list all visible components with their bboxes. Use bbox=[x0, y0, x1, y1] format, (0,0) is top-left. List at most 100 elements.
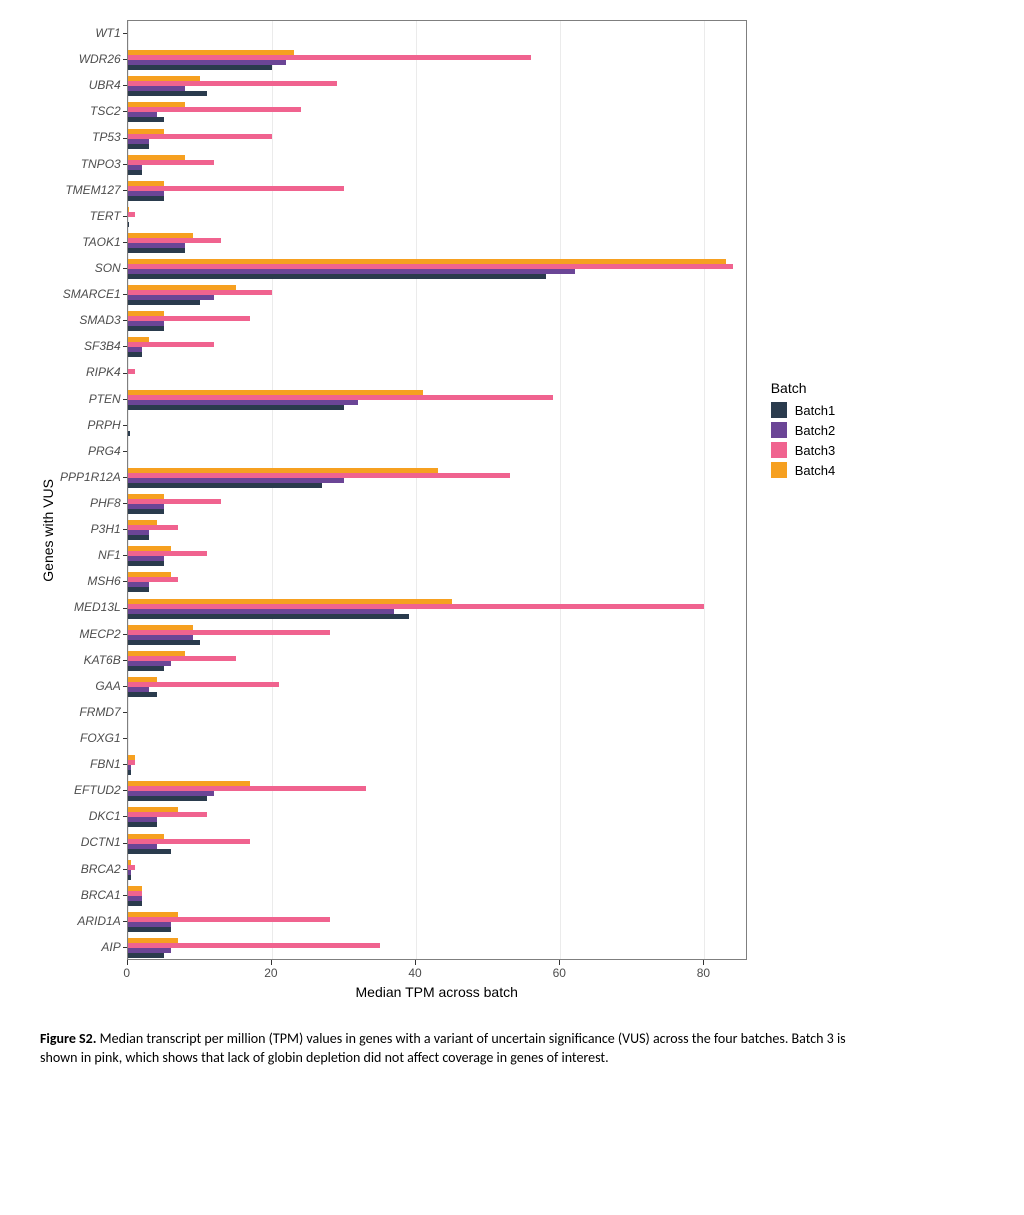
gene-label: PRG4 bbox=[60, 438, 121, 464]
legend-item: Batch3 bbox=[771, 442, 835, 458]
gene-label: DKC1 bbox=[60, 803, 121, 829]
bar bbox=[128, 91, 207, 96]
bar bbox=[128, 587, 150, 592]
x-tick bbox=[127, 960, 128, 965]
bar bbox=[128, 369, 135, 374]
bar bbox=[128, 561, 164, 566]
bar bbox=[128, 212, 135, 217]
chart-panel bbox=[127, 20, 747, 960]
y-axis-title: Genes with VUS bbox=[40, 439, 56, 582]
bar bbox=[128, 953, 164, 958]
gene-label: KAT6B bbox=[60, 647, 121, 673]
gene-label: TERT bbox=[60, 203, 121, 229]
gene-label: TNPO3 bbox=[60, 151, 121, 177]
gene-label: GAA bbox=[60, 673, 121, 699]
gene-label: TP53 bbox=[60, 124, 121, 150]
x-tick-label: 20 bbox=[264, 966, 277, 980]
gene-label: PHF8 bbox=[60, 490, 121, 516]
gene-label: WT1 bbox=[60, 20, 121, 46]
x-tick bbox=[415, 960, 416, 965]
x-tick-label: 0 bbox=[123, 966, 130, 980]
gene-label: MSH6 bbox=[60, 568, 121, 594]
gene-label: PPP1R12A bbox=[60, 464, 121, 490]
gene-label: TMEM127 bbox=[60, 177, 121, 203]
gene-label: NF1 bbox=[60, 542, 121, 568]
x-tick bbox=[559, 960, 560, 965]
bar bbox=[128, 875, 132, 880]
bar bbox=[128, 170, 142, 175]
gene-label: FOXG1 bbox=[60, 725, 121, 751]
legend-label: Batch1 bbox=[795, 403, 835, 418]
gene-label: BRCA1 bbox=[60, 882, 121, 908]
gene-label: ARID1A bbox=[60, 908, 121, 934]
legend-item: Batch2 bbox=[771, 422, 835, 438]
bar bbox=[128, 849, 171, 854]
chart-row: Genes with VUS WT1WDR26UBR4TSC2TP53TNPO3… bbox=[40, 20, 984, 1000]
bar bbox=[128, 431, 130, 436]
gene-label: UBR4 bbox=[60, 72, 121, 98]
bar bbox=[128, 405, 344, 410]
gene-label: TSC2 bbox=[60, 98, 121, 124]
legend-swatch bbox=[771, 422, 787, 438]
gene-label: WDR26 bbox=[60, 46, 121, 72]
gene-label: TAOK1 bbox=[60, 229, 121, 255]
x-tick-label: 40 bbox=[408, 966, 421, 980]
x-axis-title: Median TPM across batch bbox=[127, 984, 747, 1000]
bar bbox=[128, 796, 207, 801]
gene-label: MED13L bbox=[60, 594, 121, 620]
bar bbox=[128, 300, 200, 305]
caption-text: Median transcript per million (TPM) valu… bbox=[40, 1030, 846, 1066]
legend-label: Batch2 bbox=[795, 423, 835, 438]
x-tick bbox=[703, 960, 704, 965]
x-tick bbox=[271, 960, 272, 965]
bar bbox=[128, 666, 164, 671]
gene-label: DCTN1 bbox=[60, 829, 121, 855]
bar bbox=[128, 770, 132, 775]
x-axis: 020406080 bbox=[127, 960, 747, 982]
legend-label: Batch3 bbox=[795, 443, 835, 458]
x-tick-label: 80 bbox=[697, 966, 710, 980]
bar bbox=[128, 144, 150, 149]
y-axis-labels: WT1WDR26UBR4TSC2TP53TNPO3TMEM127TERTTAOK… bbox=[60, 20, 127, 960]
bar bbox=[128, 682, 279, 687]
legend-swatch bbox=[771, 402, 787, 418]
bar bbox=[128, 535, 150, 540]
gridline bbox=[560, 21, 561, 959]
legend-items: Batch1 Batch2 Batch3 Batch4 bbox=[771, 402, 835, 478]
bar bbox=[128, 692, 157, 697]
legend-title: Batch bbox=[771, 380, 835, 396]
gridline bbox=[416, 21, 417, 959]
bar bbox=[128, 614, 409, 619]
bar bbox=[128, 134, 272, 139]
bar bbox=[128, 352, 142, 357]
gene-label: SMAD3 bbox=[60, 307, 121, 333]
bar bbox=[128, 117, 164, 122]
gene-label: PRPH bbox=[60, 412, 121, 438]
legend-swatch bbox=[771, 442, 787, 458]
bar bbox=[128, 222, 129, 227]
bar bbox=[128, 248, 186, 253]
legend-label: Batch4 bbox=[795, 463, 835, 478]
legend-swatch bbox=[771, 462, 787, 478]
bar bbox=[128, 274, 546, 279]
bar bbox=[128, 326, 164, 331]
gridline bbox=[704, 21, 705, 959]
gene-label: SMARCE1 bbox=[60, 281, 121, 307]
bar bbox=[128, 640, 200, 645]
bar bbox=[128, 901, 142, 906]
gene-label: P3H1 bbox=[60, 516, 121, 542]
x-tick-label: 60 bbox=[553, 966, 566, 980]
bar bbox=[128, 509, 164, 514]
gene-label: AIP bbox=[60, 934, 121, 960]
caption-label: Figure S2. bbox=[40, 1030, 97, 1047]
legend-item: Batch1 bbox=[771, 402, 835, 418]
bar bbox=[128, 927, 171, 932]
gene-label: FBN1 bbox=[60, 751, 121, 777]
gridline bbox=[272, 21, 273, 959]
gene-label: BRCA2 bbox=[60, 856, 121, 882]
figure-container: Genes with VUS WT1WDR26UBR4TSC2TP53TNPO3… bbox=[0, 0, 1024, 1108]
bar bbox=[128, 65, 272, 70]
bar bbox=[128, 822, 157, 827]
legend-item: Batch4 bbox=[771, 462, 835, 478]
gene-label: RIPK4 bbox=[60, 359, 121, 385]
